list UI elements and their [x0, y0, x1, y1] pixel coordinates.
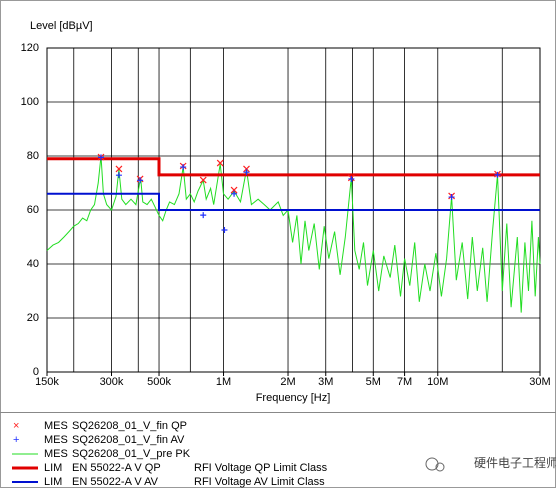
av-marker [115, 172, 122, 179]
av-marker [221, 226, 228, 233]
x-tick-label: 30M [529, 376, 550, 388]
legend-swatch: × [13, 420, 19, 432]
legend-kind: MES [44, 434, 68, 446]
av-marker [348, 175, 355, 182]
av-marker [180, 164, 187, 171]
watermark: 硬件电子工程师 [474, 455, 556, 470]
qp-marker [199, 176, 207, 184]
x-tick-label: 3M [318, 376, 333, 388]
av-marker [137, 177, 144, 184]
legend-swatch: + [13, 434, 19, 446]
legend-label: SQ26208_01_V_fin QP [72, 420, 187, 432]
av-marker [200, 212, 207, 219]
x-axis-label: Frequency [Hz] [256, 392, 331, 404]
av-marker [98, 154, 105, 161]
qp-marker [243, 165, 250, 173]
y-tick-label: 120 [21, 42, 39, 54]
av-marker [231, 190, 238, 197]
legend-description: RFI Voltage QP Limit Class [194, 462, 328, 474]
qp-marker [216, 159, 224, 167]
legend-description: RFI Voltage AV Limit Class [194, 476, 325, 488]
legend-kind: MES [44, 448, 68, 460]
watermark-icon [425, 457, 445, 472]
y-tick-label: 0 [33, 366, 39, 378]
y-tick-label: 20 [27, 312, 39, 324]
legend-kind: LIM [44, 476, 62, 488]
legend-label: EN 55022-A V QP [72, 462, 161, 474]
x-tick-label: 300k [100, 376, 124, 388]
av-marker [494, 171, 501, 178]
qp-marker [230, 186, 238, 194]
x-tick-label: 2M [280, 376, 295, 388]
y-tick-label: 80 [27, 150, 39, 162]
x-tick-label: 7M [397, 376, 412, 388]
x-tick-label: 150k [35, 376, 59, 388]
x-tick-label: 10M [427, 376, 448, 388]
legend-label: SQ26208_01_V_pre PK [72, 448, 191, 460]
legend-kind: LIM [44, 462, 62, 474]
qp-marker [115, 165, 123, 173]
x-tick-label: 1M [216, 376, 231, 388]
series-line [47, 192, 540, 211]
av-marker [243, 169, 250, 176]
legend-label: EN 55022-A V AV [72, 476, 159, 488]
av-marker [448, 194, 455, 201]
y-tick-label: 40 [27, 258, 39, 270]
y-axis-label: Level [dBµV] [30, 20, 93, 32]
x-tick-label: 500k [147, 376, 171, 388]
y-tick-label: 100 [21, 96, 39, 108]
y-tick-label: 60 [27, 204, 39, 216]
legend-label: SQ26208_01_V_fin AV [72, 434, 185, 446]
x-tick-label: 5M [366, 376, 381, 388]
legend-kind: MES [44, 420, 68, 432]
